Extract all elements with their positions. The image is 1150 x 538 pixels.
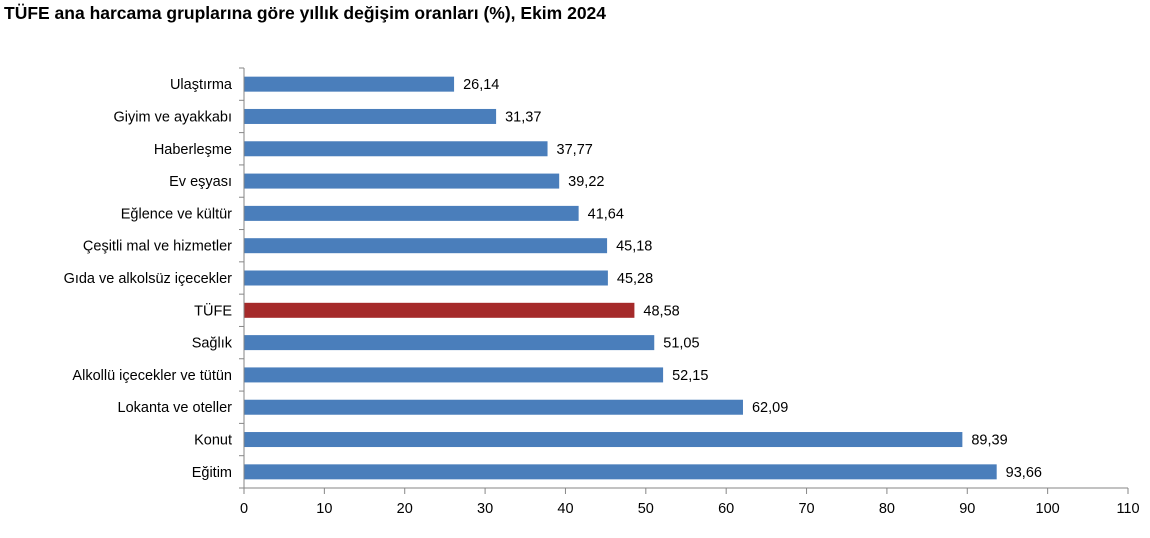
x-tick-label: 10 — [316, 501, 332, 517]
bar-eglence-ve-kultur — [244, 205, 579, 221]
bar-gida-ve-alkolsuz-icecekler — [244, 270, 608, 286]
x-tick-label: 100 — [1036, 501, 1060, 517]
bar-lokanta-ve-oteller — [244, 399, 743, 415]
data-label: 37,77 — [557, 142, 593, 158]
data-label: 45,18 — [616, 239, 652, 255]
x-tick-label: 40 — [557, 501, 573, 517]
data-label: 31,37 — [505, 109, 541, 125]
x-tick-label: 110 — [1116, 501, 1139, 517]
bar-egitim — [244, 464, 997, 480]
data-label: 26,14 — [463, 77, 499, 93]
x-tick-label: 90 — [959, 501, 975, 517]
data-label: 51,05 — [663, 336, 699, 352]
category-label: Konut — [194, 433, 232, 449]
bar-giyim-ve-ayakkabi — [244, 108, 497, 124]
bars-layer — [244, 76, 997, 480]
data-label: 93,66 — [1006, 465, 1042, 481]
data-label: 62,09 — [752, 400, 788, 416]
data-label: 52,15 — [672, 368, 708, 384]
bar-haberlesme — [244, 141, 548, 157]
category-label: Gıda ve alkolsüz içecekler — [64, 271, 233, 287]
category-label: Giyim ve ayakkabı — [114, 109, 232, 125]
x-tick-label: 30 — [477, 501, 493, 517]
bar-cesitli-mal-ve-hizmetler — [244, 238, 608, 254]
x-tick-label: 20 — [397, 501, 413, 517]
labels-layer: Ulaştırma 26,14 Giyim ve ayakkabı 31,37 Habe… — [64, 77, 1140, 517]
x-tick-label: 70 — [798, 501, 814, 517]
bar-tufe — [244, 302, 635, 318]
data-label: 41,64 — [588, 206, 624, 222]
chart-title: TÜFE ana harcama gruplarına göre yıllık … — [4, 3, 607, 23]
axes — [239, 67, 1129, 494]
bar-konut — [244, 432, 963, 448]
bar-alkollu-icecekler-ve-tutun — [244, 367, 664, 383]
data-label: 45,28 — [617, 271, 653, 287]
bar-ulastirma — [244, 76, 455, 92]
bar-saglik — [244, 335, 655, 351]
x-tick-label: 0 — [240, 501, 248, 517]
category-label: Eğlence ve kültür — [121, 206, 232, 222]
category-label: Haberleşme — [154, 142, 232, 158]
category-label: TÜFE — [194, 301, 232, 319]
category-label: Lokanta ve oteller — [118, 400, 233, 416]
data-label: 89,39 — [971, 433, 1007, 449]
category-label: Eğitim — [192, 465, 232, 481]
category-label: Çeşitli mal ve hizmetler — [83, 239, 232, 255]
data-label: 39,22 — [568, 174, 604, 190]
data-label: 48,58 — [643, 303, 679, 319]
x-tick-label: 60 — [718, 501, 734, 517]
bar-ev-esyasi — [244, 173, 560, 189]
category-label: Ulaştırma — [170, 77, 233, 93]
category-label: Sağlık — [192, 336, 233, 352]
x-tick-label: 50 — [638, 501, 654, 517]
category-label: Ev eşyası — [169, 174, 232, 190]
category-label: Alkollü içecekler ve tütün — [72, 368, 232, 384]
x-tick-label: 80 — [879, 501, 895, 517]
